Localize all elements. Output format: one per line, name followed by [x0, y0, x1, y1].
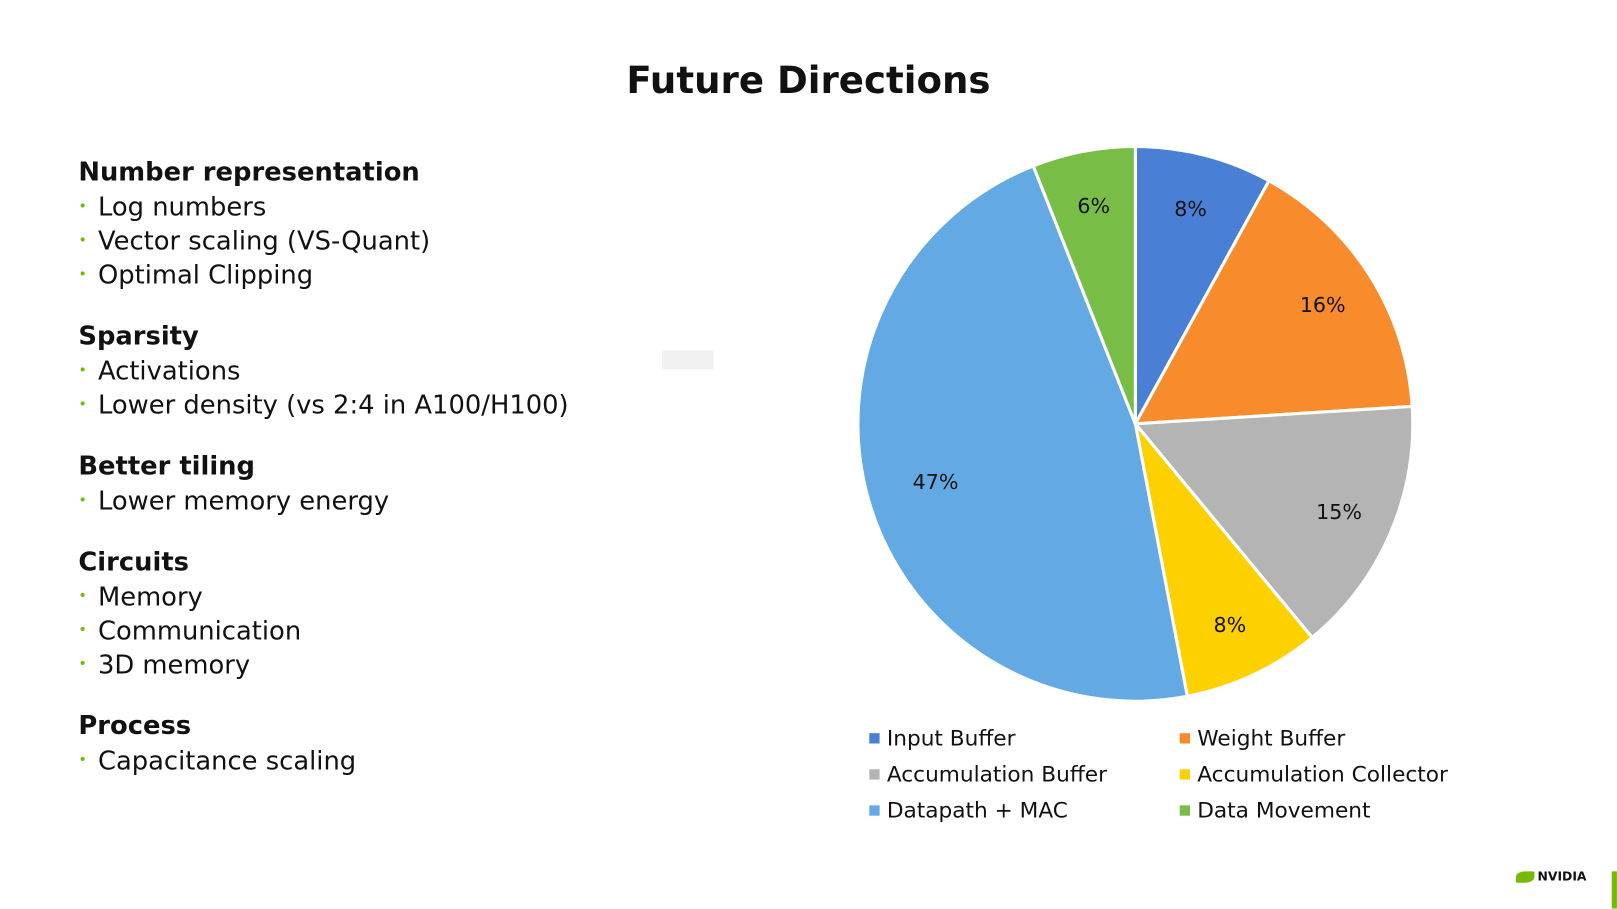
bullet-text: Lower density (vs 2:4 in A100/H100) [97, 389, 569, 420]
bullet-icon: • [78, 361, 87, 379]
bullet-icon: • [78, 587, 87, 605]
bullet-item: • Log numbers [78, 190, 568, 224]
section-heading: Number representation [78, 156, 420, 187]
slice-label: 8% [1213, 613, 1246, 637]
legend-swatch [1179, 733, 1191, 744]
bullet-icon: • [78, 232, 87, 249]
bullet-text: Activations [97, 355, 241, 386]
placeholder-box [662, 350, 714, 370]
bullet-item: • Capacitance scaling [78, 743, 568, 777]
slice-label: 8% [1174, 197, 1207, 221]
section: Process • Capacitance scaling [78, 708, 568, 777]
bullet-item: • 3D memory [78, 648, 568, 682]
slice-label: 16% [1300, 293, 1346, 317]
slice-label: 47% [913, 470, 959, 494]
section: Circuits • Memory • Communication • 3D memory [78, 544, 568, 681]
bullet-item: • Lower memory energy [78, 484, 568, 518]
legend-label: Accumulation Collector [1197, 762, 1448, 787]
bullet-text: Capacitance scaling [97, 745, 357, 776]
legend-swatch [869, 769, 880, 780]
bullet-list: Number representation • Log numbers • Vector… [78, 155, 568, 805]
bullet-icon: • [78, 395, 87, 413]
legend-item: Data Movement [1179, 798, 1489, 823]
section-heading: Circuits [78, 546, 189, 577]
bullet-item: • Communication [78, 614, 568, 648]
bullet-item: • Memory [78, 580, 568, 614]
legend-item: Weight Buffer [1179, 725, 1489, 751]
section: Sparsity • Activations • Lower density (vs 2… [78, 319, 568, 422]
bullet-text: Communication [97, 615, 302, 646]
pie-slice [856, 163, 1190, 703]
bullet-icon: • [78, 266, 87, 283]
bullet-text: Memory [97, 581, 203, 612]
section: Better tiling • Lower memory energy [78, 449, 568, 518]
legend-item: Input Buffer [869, 726, 1179, 751]
bullet-icon: • [78, 621, 87, 639]
slice-label: 6% [1077, 194, 1110, 218]
nvidia-eye-icon [1515, 870, 1535, 883]
bullet-item: • Optimal Clipping [78, 258, 568, 292]
bullet-text: Vector scaling (VS-Quant) [97, 225, 431, 256]
legend-swatch [869, 733, 880, 744]
pie-chart: 8% 16% 15% 8% 47% 6% [856, 144, 1415, 703]
bullet-icon: • [78, 197, 87, 215]
pie-slice [1031, 144, 1137, 425]
bullet-icon: • [78, 655, 87, 673]
legend-label: Datapath + MAC [886, 798, 1068, 823]
accent-bar [1611, 871, 1617, 909]
legend-item: Accumulation Buffer [869, 762, 1179, 787]
bullet-item: • Vector scaling (VS-Quant) [78, 224, 568, 258]
pie-slice [1133, 144, 1272, 425]
legend-label: Accumulation Buffer [886, 762, 1108, 787]
bullet-icon: • [78, 491, 87, 509]
brand-text: NVIDIA [1537, 869, 1587, 884]
legend-item: Datapath + MAC [869, 798, 1179, 823]
pie-slice [1133, 422, 1315, 699]
legend-label: Input Buffer [886, 725, 1016, 751]
bullet-icon: • [78, 751, 87, 769]
bullet-text: 3D memory [97, 649, 251, 680]
section-heading: Better tiling [78, 450, 255, 481]
slide-title: Future Directions [626, 59, 991, 103]
bullet-item: • Lower density (vs 2:4 in A100/H100) [78, 388, 568, 422]
section: Number representation • Log numbers • Vector… [78, 155, 568, 292]
legend-label: Data Movement [1197, 798, 1371, 823]
chart-legend: Input Buffer Weight Buffer Accumulation Bu… [869, 726, 1489, 823]
pie-slice [1132, 178, 1414, 426]
section-heading: Process [78, 710, 192, 741]
legend-item: Accumulation Collector [1179, 762, 1489, 787]
pie-slice [1132, 404, 1415, 640]
bullet-item: • Activations [78, 354, 568, 388]
nvidia-logo: NVIDIA [1515, 869, 1587, 884]
legend-swatch [1179, 769, 1191, 780]
section-heading: Sparsity [78, 320, 199, 351]
slice-label: 15% [1316, 500, 1362, 524]
legend-swatch [869, 805, 880, 816]
bullet-text: Lower memory energy [97, 485, 390, 516]
legend-label: Weight Buffer [1197, 725, 1346, 751]
bullet-text: Log numbers [97, 191, 267, 222]
bullet-text: Optimal Clipping [97, 259, 314, 290]
legend-swatch [1179, 805, 1191, 816]
